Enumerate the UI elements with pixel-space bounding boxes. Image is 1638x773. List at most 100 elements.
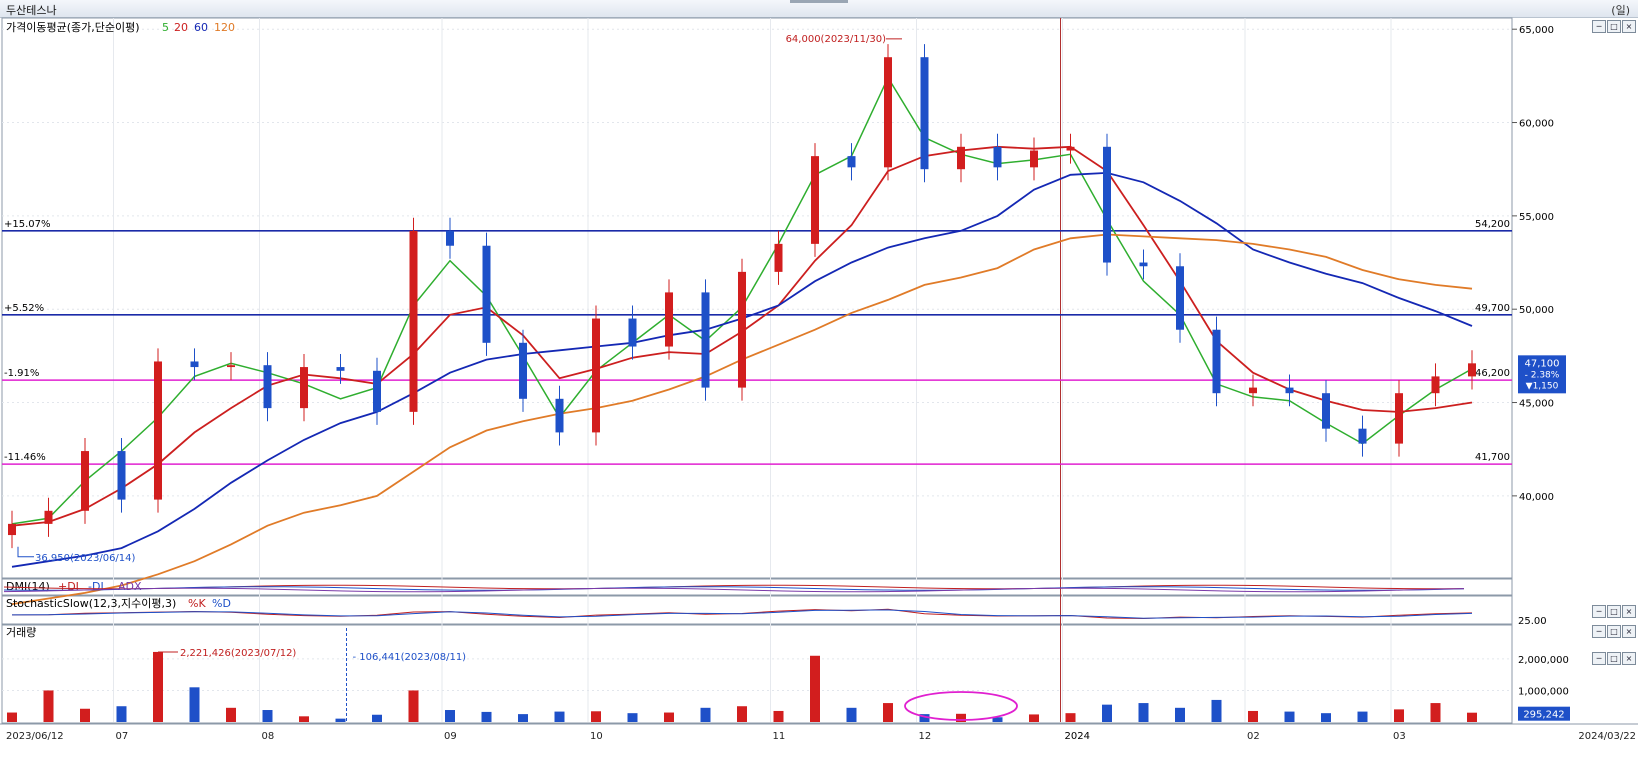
current-volume: 295,242 <box>1523 710 1564 721</box>
current-price-box <box>1518 355 1566 394</box>
stoch-k-label: %K <box>188 597 206 610</box>
candle-body <box>154 361 162 500</box>
close-button[interactable]: × <box>1622 20 1636 33</box>
volume-bar <box>1394 709 1404 722</box>
price-tick-label: 40,000 <box>1519 492 1554 503</box>
volume-bar <box>445 710 455 722</box>
candle-body <box>701 292 710 388</box>
candle-body <box>1139 262 1148 267</box>
volume-bar <box>664 712 674 722</box>
minimize-button[interactable]: ─ <box>1592 652 1606 665</box>
candle-body <box>884 57 892 168</box>
date-tick-label: 12 <box>919 731 932 742</box>
candle-body <box>555 398 564 433</box>
current-change: ▼1,150 <box>1526 381 1559 391</box>
volume-bar <box>189 687 200 722</box>
volume-bar <box>116 706 127 722</box>
candle-body <box>957 146 965 170</box>
splitter-grip[interactable] <box>790 0 848 3</box>
candle-body <box>738 271 746 388</box>
close-button[interactable]: × <box>1622 605 1636 618</box>
volume-bar <box>335 718 346 722</box>
stoch-panel-frame <box>1 595 1513 625</box>
candle-body <box>44 510 53 524</box>
date-tick-label: 2023/06/12 <box>6 731 64 742</box>
volume-tick-label: 2,000,000 <box>1518 655 1569 666</box>
maximize-button[interactable]: □ <box>1607 20 1621 33</box>
volume-bar <box>43 690 54 722</box>
period-unit[interactable]: (일) <box>1611 4 1630 17</box>
dmi-line <box>3 586 1465 591</box>
level-price-label: 46,200 <box>1475 368 1510 379</box>
stoch-panel-buttons: ─ □ × <box>1592 625 1636 638</box>
minimize-button[interactable]: ─ <box>1592 625 1606 638</box>
volume-bar <box>1175 707 1185 722</box>
candle-body <box>628 318 637 347</box>
candle-body <box>8 523 16 536</box>
candle-body <box>1358 428 1367 444</box>
volume-bar <box>1138 703 1149 722</box>
candle-body <box>81 451 89 511</box>
volume-bar <box>7 712 17 722</box>
candle-body <box>1212 329 1221 394</box>
candle-body <box>1468 363 1476 377</box>
legend-ma20: 20 <box>174 21 188 34</box>
close-button[interactable]: × <box>1622 652 1636 665</box>
volume-bar <box>700 707 711 722</box>
volume-bar <box>299 716 309 722</box>
level-price-label: 54,200 <box>1475 219 1510 230</box>
volume-bar <box>1357 711 1368 722</box>
volume-bar <box>810 655 820 722</box>
low-annotation: 36,950(2023/06/14) <box>35 553 136 564</box>
minimize-button[interactable]: ─ <box>1592 605 1606 618</box>
candle-body <box>920 57 929 170</box>
volume-bar <box>627 713 638 722</box>
candle-body <box>1176 266 1184 330</box>
minimize-button[interactable]: ─ <box>1592 20 1606 33</box>
price-panel-frame <box>1 17 1513 579</box>
candle-body <box>1249 387 1257 394</box>
volume-bar <box>883 703 893 722</box>
candle-body <box>811 156 819 244</box>
candle-body <box>1431 376 1440 394</box>
candle-body <box>1030 150 1038 168</box>
volume-panel-buttons: ─ □ × <box>1592 652 1636 665</box>
level-percent-label: +5.52% <box>4 303 44 314</box>
candle-body <box>300 367 308 409</box>
level-price-label: 41,700 <box>1475 452 1510 463</box>
maximize-button[interactable]: □ <box>1607 652 1621 665</box>
close-button[interactable]: × <box>1622 625 1636 638</box>
candle-body <box>117 451 126 500</box>
dmi-panel-buttons: ─ □ × <box>1592 605 1636 618</box>
candle-body <box>519 342 527 399</box>
stoch-d-line <box>11 609 1473 619</box>
current-volume-box <box>1518 706 1570 721</box>
volume-bar <box>1248 710 1258 722</box>
high-annotation: 64,000(2023/11/30) <box>786 34 887 45</box>
maximize-button[interactable]: □ <box>1607 625 1621 638</box>
volume-bar <box>919 714 930 722</box>
volume-bar <box>1065 713 1076 722</box>
volume-tick-label: 1,000,000 <box>1518 686 1569 697</box>
date-tick-label: 2024/03/22 <box>1578 731 1636 742</box>
volume-bar <box>1211 699 1222 722</box>
volume-legend-label: 거래량 <box>6 626 36 639</box>
price-tick-label: 50,000 <box>1519 305 1554 316</box>
price-legend-label: 가격이동평균(종가,단순이평) <box>6 21 140 34</box>
volume-high-annotation: 2,221,426(2023/07/12) <box>180 648 296 659</box>
volume-bar <box>1029 714 1039 722</box>
volume-bar <box>372 714 382 722</box>
volume-bar <box>846 707 857 722</box>
stoch-tick-label: 25.00 <box>1518 616 1547 627</box>
dmi-series-label: ADX <box>118 580 142 593</box>
price-tick-label: 60,000 <box>1519 119 1554 130</box>
price-tick-label: 65,000 <box>1519 25 1554 36</box>
stoch-d-label: %D <box>212 597 231 610</box>
volume-bar <box>1284 711 1295 722</box>
volume-bar <box>1102 704 1112 722</box>
candle-body <box>1066 146 1075 151</box>
maximize-button[interactable]: □ <box>1607 605 1621 618</box>
candle-body <box>227 365 235 368</box>
candle-body <box>1322 393 1330 429</box>
